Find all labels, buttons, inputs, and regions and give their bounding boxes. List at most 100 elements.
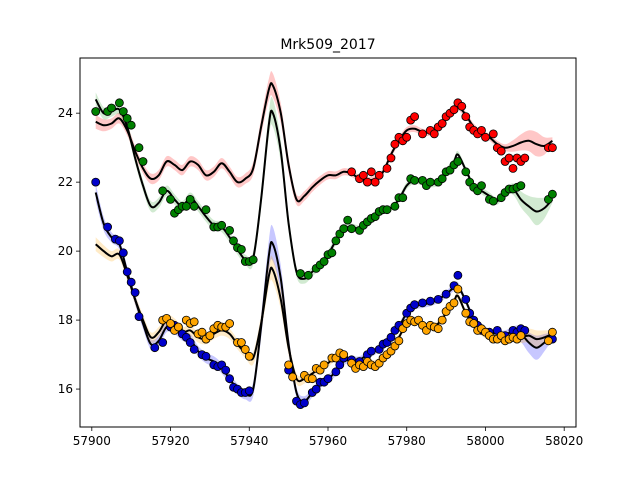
chart-title: Mrk509_2017 xyxy=(280,37,375,53)
data-point xyxy=(189,201,199,211)
data-point xyxy=(508,163,518,173)
plot-area xyxy=(91,71,557,410)
data-point xyxy=(382,205,392,215)
data-point xyxy=(284,360,294,370)
data-point xyxy=(410,175,420,185)
data-point xyxy=(520,153,530,163)
data-point xyxy=(425,296,435,306)
data-point xyxy=(433,324,443,334)
data-point xyxy=(244,386,254,396)
data-point xyxy=(347,224,357,234)
data-point xyxy=(126,277,136,287)
data-point xyxy=(299,398,309,408)
data-point xyxy=(107,103,116,113)
data-point xyxy=(189,317,199,327)
x-tick-label: 57980 xyxy=(388,434,426,448)
data-point xyxy=(481,132,490,142)
data-point xyxy=(362,177,372,187)
data-point xyxy=(236,338,246,347)
data-points xyxy=(91,98,557,410)
data-point xyxy=(477,125,486,135)
y-tick-label: 20 xyxy=(58,244,73,258)
data-point xyxy=(398,193,408,203)
data-point xyxy=(240,344,250,354)
data-point xyxy=(138,157,148,166)
data-point xyxy=(185,338,195,347)
data-point xyxy=(548,143,557,153)
data-point xyxy=(457,101,467,111)
data-point xyxy=(374,170,384,180)
data-point xyxy=(488,129,498,139)
data-point xyxy=(236,244,246,254)
data-point xyxy=(477,181,486,191)
data-point xyxy=(366,346,376,356)
data-point xyxy=(217,220,227,230)
model-band-0 xyxy=(95,71,553,207)
data-point xyxy=(437,174,447,184)
data-point xyxy=(244,351,254,361)
data-point xyxy=(461,167,471,177)
data-point xyxy=(225,225,235,235)
data-point xyxy=(496,146,506,156)
data-point xyxy=(335,360,345,370)
data-point xyxy=(339,350,349,360)
x-tick-label: 57920 xyxy=(151,434,189,448)
data-point xyxy=(410,112,420,121)
data-point xyxy=(358,170,368,180)
data-point xyxy=(504,153,514,163)
data-point xyxy=(311,384,321,394)
data-point xyxy=(402,132,412,142)
data-point xyxy=(516,181,526,191)
data-point xyxy=(130,288,140,297)
data-point xyxy=(437,119,447,128)
data-point xyxy=(103,222,112,232)
data-point xyxy=(115,236,124,246)
data-point xyxy=(248,255,258,265)
data-point xyxy=(118,107,128,116)
data-point xyxy=(418,298,427,308)
data-point xyxy=(453,270,463,280)
data-point xyxy=(331,367,341,377)
data-point xyxy=(201,351,211,361)
data-point xyxy=(158,338,168,347)
y-tick-label: 22 xyxy=(58,175,73,189)
data-point xyxy=(437,315,447,325)
x-tick-label: 58020 xyxy=(545,434,583,448)
data-point xyxy=(185,194,195,204)
data-point xyxy=(288,372,298,382)
data-point xyxy=(425,177,435,187)
data-point xyxy=(158,186,168,196)
data-point xyxy=(118,248,128,258)
y-axis: 16 18 20 22 24 xyxy=(58,106,80,396)
data-point xyxy=(225,374,235,384)
y-tick-label: 18 xyxy=(58,313,73,327)
data-point xyxy=(390,139,400,149)
data-point xyxy=(386,332,396,342)
data-point xyxy=(197,327,207,337)
data-point xyxy=(91,107,101,116)
data-point xyxy=(323,374,333,384)
data-point xyxy=(548,189,557,199)
data-point xyxy=(303,270,313,280)
data-point xyxy=(134,312,144,322)
data-point xyxy=(418,129,427,139)
data-point xyxy=(150,343,160,353)
data-point xyxy=(453,284,463,294)
data-point xyxy=(229,236,238,246)
data-point xyxy=(453,157,463,166)
data-point xyxy=(166,319,175,328)
data-point xyxy=(449,105,459,115)
data-point xyxy=(115,98,124,108)
data-point xyxy=(225,319,235,328)
data-point xyxy=(370,177,380,187)
data-point xyxy=(461,112,471,121)
data-point xyxy=(122,114,132,123)
data-point xyxy=(461,308,471,318)
data-point xyxy=(319,257,329,266)
data-point xyxy=(548,327,557,337)
data-point xyxy=(173,322,183,332)
y-tick-label: 16 xyxy=(58,382,73,396)
data-point xyxy=(544,336,553,346)
data-point xyxy=(122,267,132,277)
